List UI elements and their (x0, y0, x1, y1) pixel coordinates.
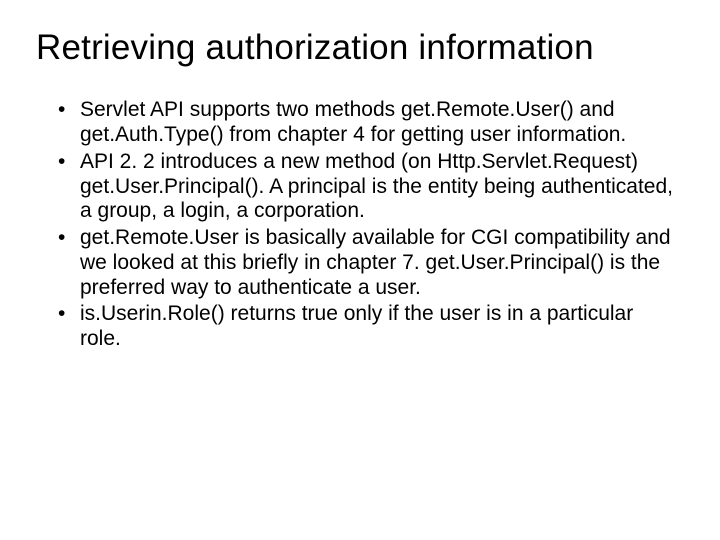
list-item: Servlet API supports two methods get.Rem… (80, 98, 674, 148)
bullet-list: Servlet API supports two methods get.Rem… (36, 98, 684, 352)
slide-title: Retrieving authorization information (36, 28, 684, 68)
slide: Retrieving authorization information Ser… (0, 0, 720, 540)
list-item: get.Remote.User is basically available f… (80, 226, 674, 300)
list-item: API 2. 2 introduces a new method (on Htt… (80, 150, 674, 224)
list-item: is.Userin.Role() returns true only if th… (80, 302, 674, 352)
